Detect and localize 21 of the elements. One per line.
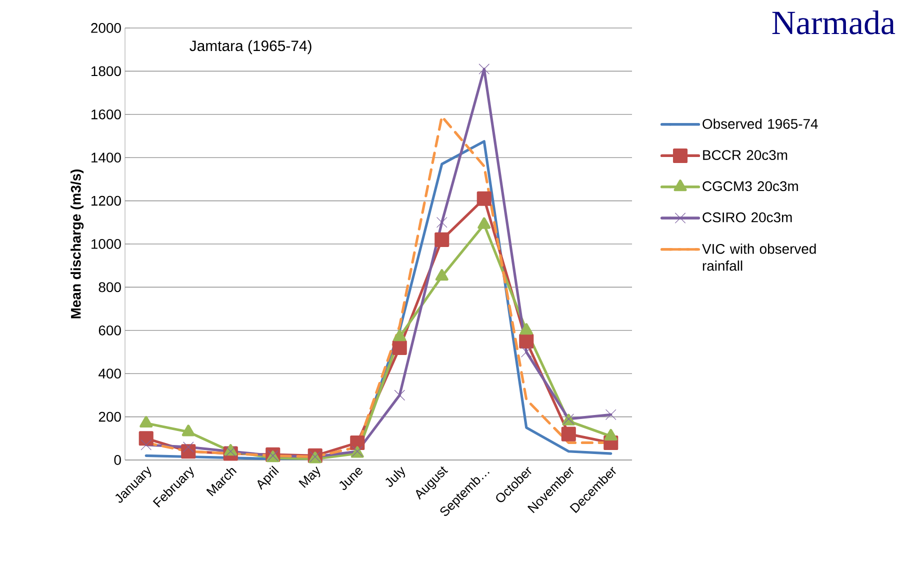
y-tick-label: 1400: [92, 152, 121, 163]
x-tick-label: July: [386, 466, 406, 487]
text: Narmada: [772, 10, 896, 34]
y-tick-label: 1200: [92, 196, 121, 206]
x-tick-label: May: [298, 466, 320, 488]
y-tick-label: 2000: [91, 23, 121, 33]
legend-label: VIC with observed rainfall: [702, 244, 816, 271]
y-axis-title: Mean discharge (m3/s): [70, 170, 84, 318]
y-tick-label: 800: [98, 282, 121, 292]
legend-label: BCCR 20c3m: [703, 150, 788, 160]
legend-label: CSIRO 20c3m: [702, 212, 792, 222]
annotation: Jamtara (1965-74): [190, 40, 312, 54]
y-tick-label: 0: [114, 455, 121, 465]
y-tick-label: 600: [98, 325, 121, 336]
y-tick-label: 1000: [92, 239, 121, 249]
y-tick-label: 400: [98, 368, 121, 379]
y-tick-label: 1800: [92, 66, 121, 76]
y-tick-label: 1600: [92, 109, 121, 120]
legend-label: Observed 1965-74: [702, 118, 818, 129]
y-tick-label: 200: [98, 412, 121, 422]
legend-label: CGCM3 20c3m: [702, 181, 798, 192]
